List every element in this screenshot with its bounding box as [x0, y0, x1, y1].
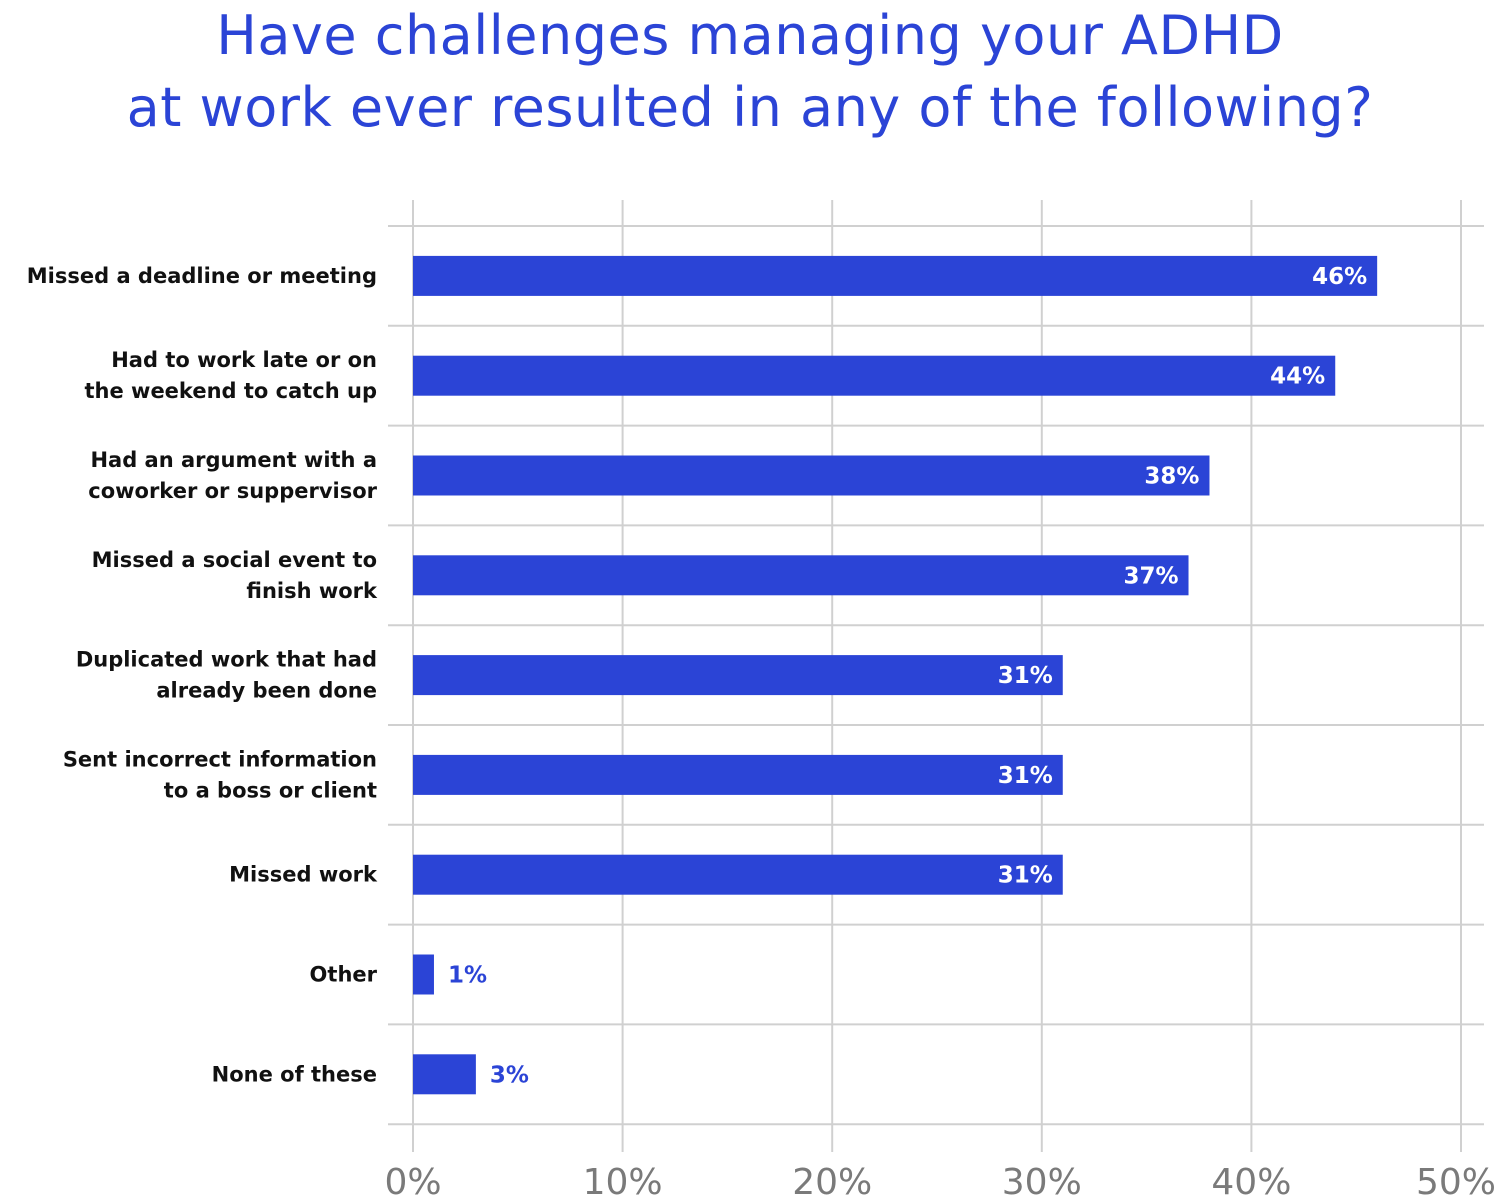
category-label-2-line-2: coworker or suppervisor [88, 479, 377, 503]
category-label-3-line-2: finish work [246, 579, 378, 603]
bar-8 [413, 1054, 476, 1095]
category-label-3-line-1: Missed a social event to [92, 548, 377, 572]
bar-value-label-8: 3% [490, 1062, 529, 1088]
category-label-2-line-1: Had an argument with a [90, 448, 377, 472]
x-tick-label-0: 0% [384, 1162, 441, 1202]
chart-title: Have challenges managing your ADHD at wo… [0, 0, 1500, 144]
bar-value-label-2: 38% [1144, 464, 1199, 490]
bar-7 [413, 954, 434, 995]
bar-value-label-0: 46% [1312, 264, 1367, 290]
chart-title-line-1: Have challenges managing your ADHD [216, 4, 1284, 67]
category-label-4-line-2: already been done [156, 679, 377, 703]
x-tick-label-5: 50% [1416, 1162, 1496, 1202]
category-label-5-line-1: Sent incorrect information [63, 747, 377, 771]
chart-title-line-2: at work ever resulted in any of the foll… [126, 76, 1374, 139]
bar-value-label-7: 1% [448, 963, 487, 989]
x-tick-label-3: 30% [1002, 1162, 1082, 1202]
bar-value-label-1: 44% [1270, 364, 1325, 390]
bar-6 [413, 854, 1063, 895]
category-label-0: Missed a deadline or meeting [27, 264, 377, 288]
bar-0 [413, 255, 1378, 296]
bar-value-label-5: 31% [998, 763, 1053, 789]
category-label-6: Missed work [229, 863, 378, 887]
category-label-8: None of these [212, 1062, 377, 1086]
bar-3 [413, 555, 1189, 596]
bar-2 [413, 455, 1210, 496]
bar-value-label-6: 31% [998, 863, 1053, 889]
bar-5 [413, 754, 1063, 795]
category-label-4-line-1: Duplicated work that had [76, 648, 377, 672]
bar-value-label-4: 31% [998, 663, 1053, 689]
category-label-5-line-2: to a boss or client [164, 778, 377, 802]
bar-1 [413, 355, 1336, 396]
x-tick-label-2: 20% [792, 1162, 872, 1202]
x-tick-label-1: 10% [583, 1162, 663, 1202]
category-label-1-line-1: Had to work late or on [111, 348, 377, 372]
x-tick-label-4: 40% [1211, 1162, 1291, 1202]
category-label-1-line-2: the weekend to catch up [85, 379, 378, 403]
bar-4 [413, 655, 1063, 696]
category-label-7: Other [310, 963, 378, 987]
bar-value-label-3: 37% [1123, 563, 1178, 589]
